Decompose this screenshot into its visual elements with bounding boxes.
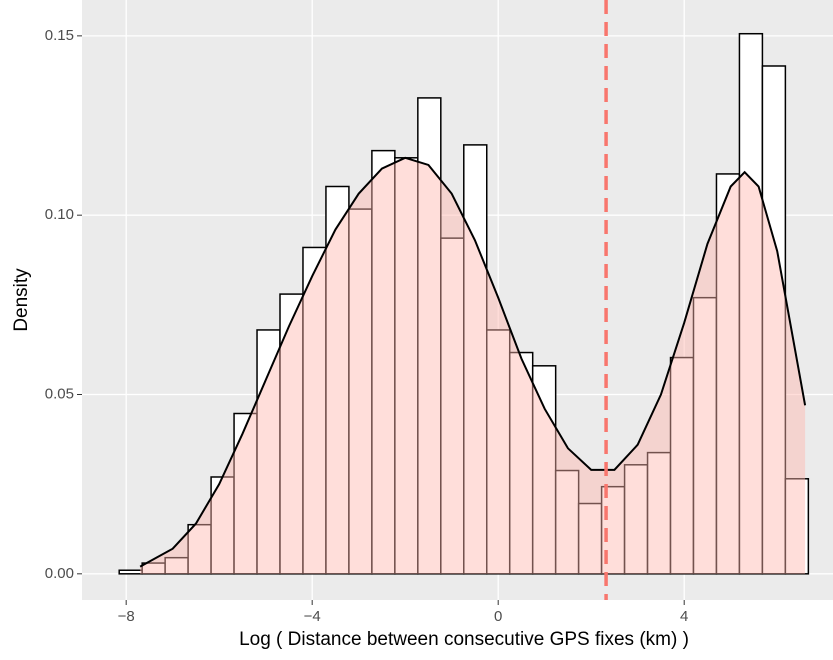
- x-tick-label: −4: [304, 608, 321, 625]
- bar: [118, 569, 143, 575]
- x-tick-label: 4: [680, 608, 688, 625]
- density-line: [139, 156, 807, 568]
- x-axis-label: Log ( Distance between consecutive GPS f…: [239, 629, 689, 650]
- x-tick-label: −8: [118, 608, 135, 625]
- y-tick-label: 0.10: [45, 206, 74, 223]
- x-tick-label: 0: [494, 608, 502, 625]
- bar: [784, 478, 810, 575]
- y-tick-label: 0.00: [45, 565, 74, 582]
- density-area: [140, 157, 806, 574]
- y-tick-label: 0.05: [45, 385, 74, 402]
- y-axis-label: Density: [11, 268, 32, 332]
- bar: [761, 65, 787, 575]
- y-tick-label: 0.15: [45, 27, 74, 44]
